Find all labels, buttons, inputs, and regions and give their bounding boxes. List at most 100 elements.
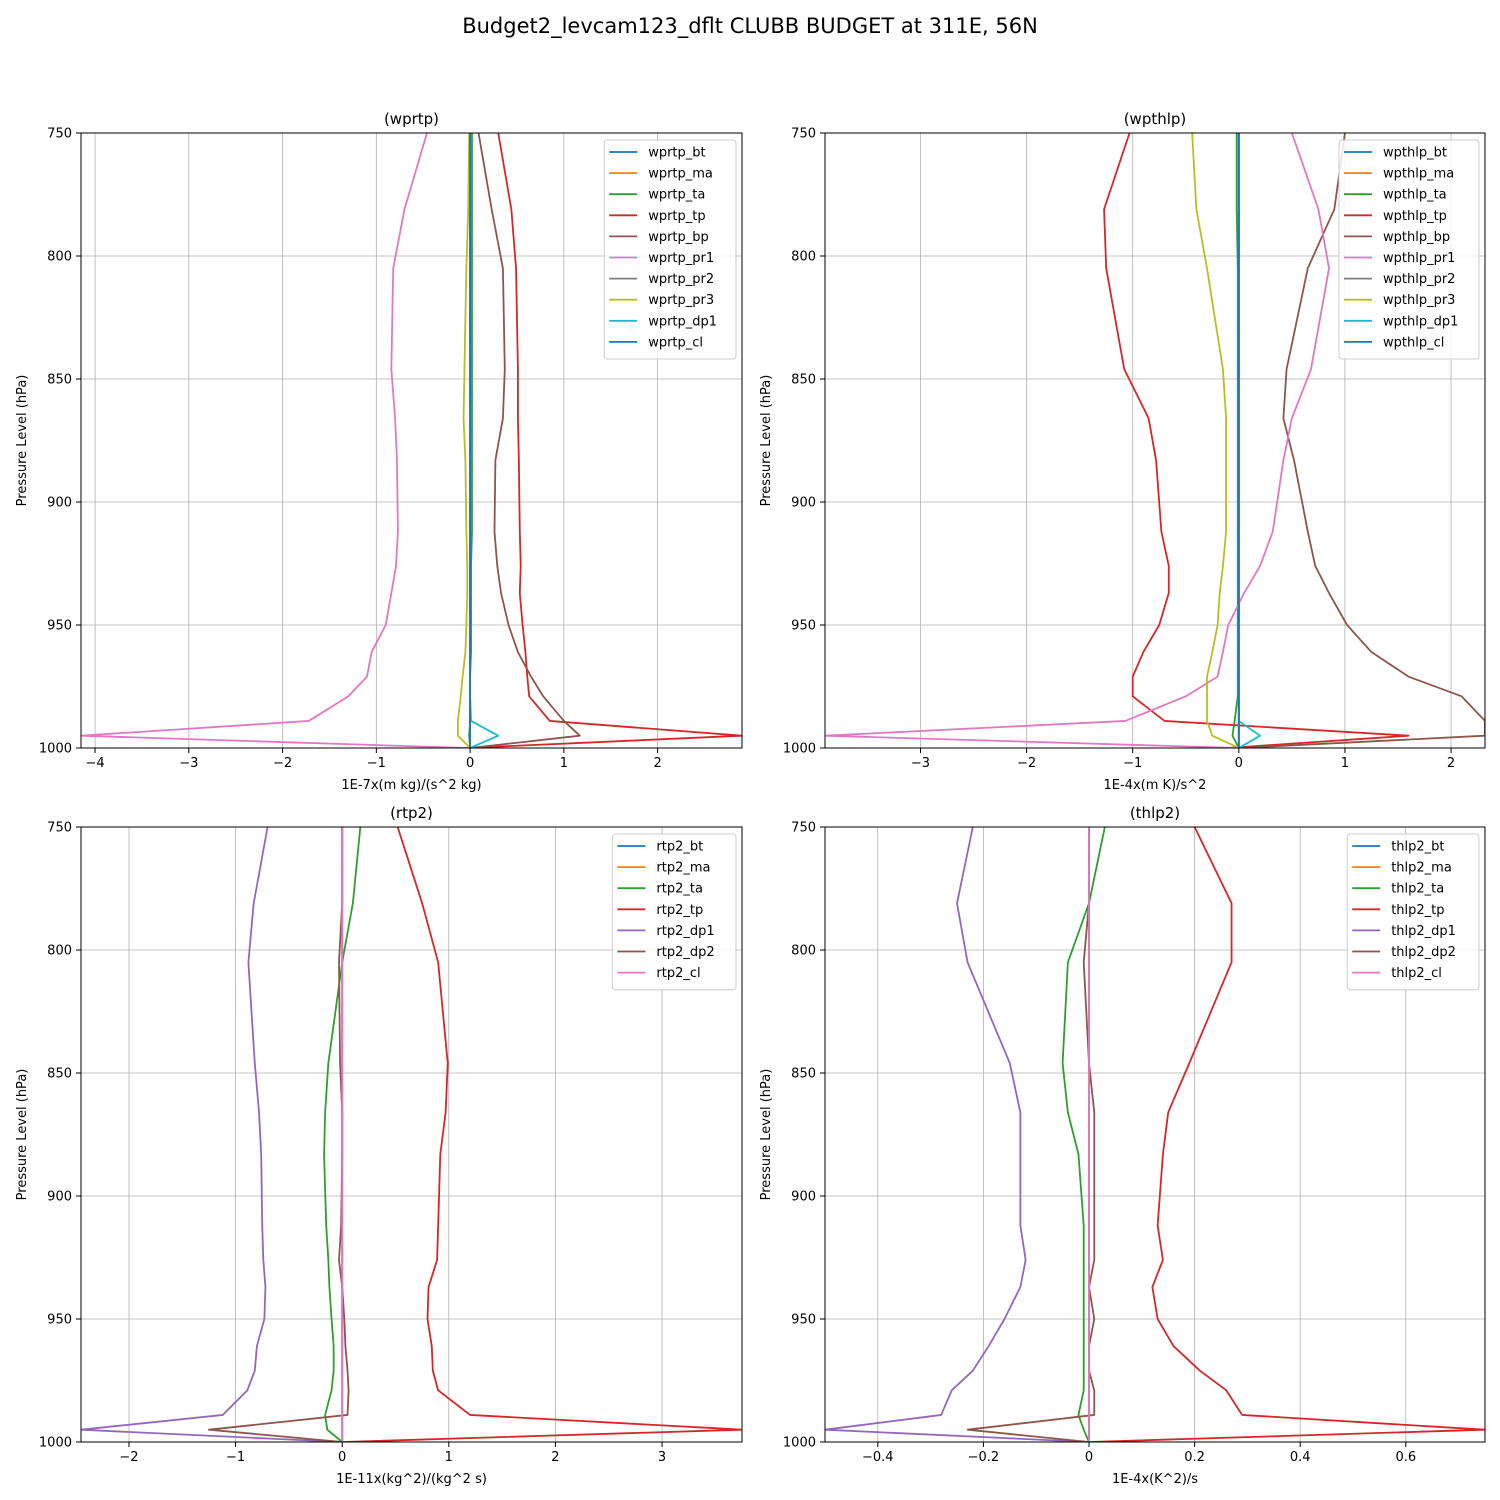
legend-label: wprtp_ma [648, 167, 713, 182]
legend-label: wpthlp_pr1 [1383, 251, 1455, 266]
series-lines [81, 133, 742, 748]
series-line-rtp2_tp [342, 827, 742, 1442]
y-tick-label: 950 [791, 619, 816, 634]
legend-label: rtp2_cl [656, 966, 700, 981]
x-axis-label: 1E-11x(kg^2)/(kg^2 s) [336, 1472, 487, 1487]
legend-label: wpthlp_tp [1383, 209, 1447, 224]
series-line-thlp2_ta [1061, 827, 1106, 1442]
series-line-wpthlp_pr3 [1191, 133, 1240, 748]
panel-title: (rtp2) [390, 804, 433, 822]
x-tick-label: 3 [658, 1450, 666, 1465]
y-tick-label: 900 [791, 1190, 816, 1205]
x-tick-label: −1 [226, 1450, 245, 1465]
y-tick-label: 800 [47, 250, 72, 265]
x-tick-label: 0 [1235, 756, 1243, 771]
series-line-thlp2_dp1 [825, 827, 1090, 1442]
x-tick-label: −2 [1017, 756, 1036, 771]
legend: thlp2_bt thlp2_ma thlp2_ta thlp2_tp thlp2_dp… [1346, 833, 1480, 991]
x-tick-label: 0.2 [1184, 1450, 1205, 1465]
series-line-rtp2_dp2 [208, 827, 350, 1442]
y-tick-label: 900 [47, 1190, 72, 1205]
y-tick-label: 1000 [783, 742, 816, 757]
series-line-rtp2_ta [323, 827, 362, 1442]
x-tick-label: 2 [653, 756, 661, 771]
y-axis-label: Pressure Level (hPa) [759, 1069, 774, 1201]
x-axis-label: 1E-4x(K^2)/s [1112, 1472, 1198, 1487]
legend-label: wpthlp_pr3 [1383, 293, 1455, 308]
x-tick-label: −0.2 [968, 1450, 1000, 1465]
legend-label: rtp2_ta [656, 882, 703, 897]
legend-label: wprtp_tp [648, 209, 705, 224]
x-axis-label: 1E-4x(m K)/s^2 [1104, 778, 1207, 793]
legend: wprtp_bt wprtp_ma wprtp_ta wprtp_tp wprtp_bp… [603, 139, 737, 360]
legend-label: wpthlp_dp1 [1383, 314, 1458, 329]
legend-label: thlp2_dp2 [1391, 945, 1456, 960]
y-tick-label: 1000 [39, 742, 72, 757]
x-tick-label: −2 [273, 756, 292, 771]
legend-label: thlp2_cl [1391, 966, 1442, 981]
legend-label: wprtp_cl [648, 335, 703, 350]
y-tick-label: 950 [791, 1313, 816, 1328]
legend-label: wprtp_dp1 [648, 314, 717, 329]
legend-label: wprtp_bt [648, 146, 705, 161]
series-line-wpthlp_pr1 [825, 133, 1330, 748]
legend-label: thlp2_ta [1391, 882, 1444, 897]
legend-box [1338, 139, 1480, 360]
y-tick-label: 800 [791, 250, 816, 265]
plot-frame [80, 826, 743, 1443]
series-line-wpthlp_dp1 [1237, 133, 1261, 748]
x-tick-label: 2 [1447, 756, 1455, 771]
y-tick-label: 750 [47, 821, 72, 836]
legend-label: wprtp_pr3 [648, 293, 714, 308]
legend-label: thlp2_ma [1391, 861, 1452, 876]
y-tick-label: 850 [791, 373, 816, 388]
y-tick-label: 1000 [39, 1436, 72, 1451]
legend-label: wpthlp_pr2 [1383, 272, 1455, 287]
legend-label: thlp2_tp [1391, 903, 1444, 918]
series-line-wprtp_bp [469, 133, 581, 748]
legend-label: wprtp_ta [648, 188, 705, 203]
chart-panel-1: −4 −3 −2 −1 0 1 2 750 800 850 900 950 1000 (wprtp) 1E-… [15, 110, 743, 793]
x-tick-label: 1 [445, 1450, 453, 1465]
series-lines [825, 133, 1485, 748]
series-line-thlp2_dp2 [966, 827, 1096, 1442]
chart-panel-4: −0.4 −0.2 0 0.2 0.4 0.6 750 800 850 900 950 1000 (th… [759, 804, 1486, 1487]
series-line-wprtp_pr3 [457, 133, 471, 748]
series-line-wpthlp_bp [1238, 133, 1485, 748]
legend-label: wpthlp_ta [1383, 188, 1447, 203]
legend-label: rtp2_dp2 [656, 945, 714, 960]
series-line-wprtp_tp [465, 133, 742, 748]
chart-panel-2: −3 −2 −1 0 1 2 750 800 850 900 950 1000 (wpthlp) 1E-4… [759, 110, 1486, 793]
plot-frame [824, 826, 1486, 1443]
chart-panel-3: −2 −1 0 1 2 3 750 800 850 900 950 1000 (rtp2) 1E-11x(… [15, 804, 743, 1487]
x-tick-label: 0 [1085, 1450, 1093, 1465]
y-tick-label: 850 [791, 1067, 816, 1082]
y-tick-label: 950 [47, 619, 72, 634]
series-line-wpthlp_ta [1231, 133, 1240, 748]
x-tick-label: −2 [119, 1450, 138, 1465]
series-line-thlp2_tp [1088, 827, 1485, 1442]
y-axis-label: Pressure Level (hPa) [759, 375, 774, 507]
y-tick-label: 750 [791, 821, 816, 836]
panel-title: (wprtp) [384, 110, 439, 128]
legend-label: thlp2_dp1 [1391, 924, 1456, 939]
x-tick-label: −4 [85, 756, 104, 771]
y-tick-label: 1000 [783, 1436, 816, 1451]
legend-label: rtp2_dp1 [656, 924, 714, 939]
y-tick-label: 850 [47, 1067, 72, 1082]
x-tick-label: −0.4 [862, 1450, 894, 1465]
x-axis-label: 1E-7x(m kg)/(s^2 kg) [341, 778, 481, 793]
x-tick-label: −3 [911, 756, 930, 771]
y-axis-label: Pressure Level (hPa) [15, 375, 30, 507]
y-tick-label: 750 [791, 127, 816, 142]
legend-label: wprtp_bp [648, 230, 709, 245]
legend-label: rtp2_tp [656, 903, 703, 918]
legend-label: wpthlp_cl [1383, 335, 1444, 350]
x-tick-label: −1 [1123, 756, 1142, 771]
series-line-rtp2_dp1 [81, 827, 343, 1442]
y-tick-label: 800 [47, 944, 72, 959]
legend-label: wprtp_pr2 [648, 272, 714, 287]
panel-title: (thlp2) [1130, 804, 1180, 822]
x-tick-label: 1 [560, 756, 568, 771]
